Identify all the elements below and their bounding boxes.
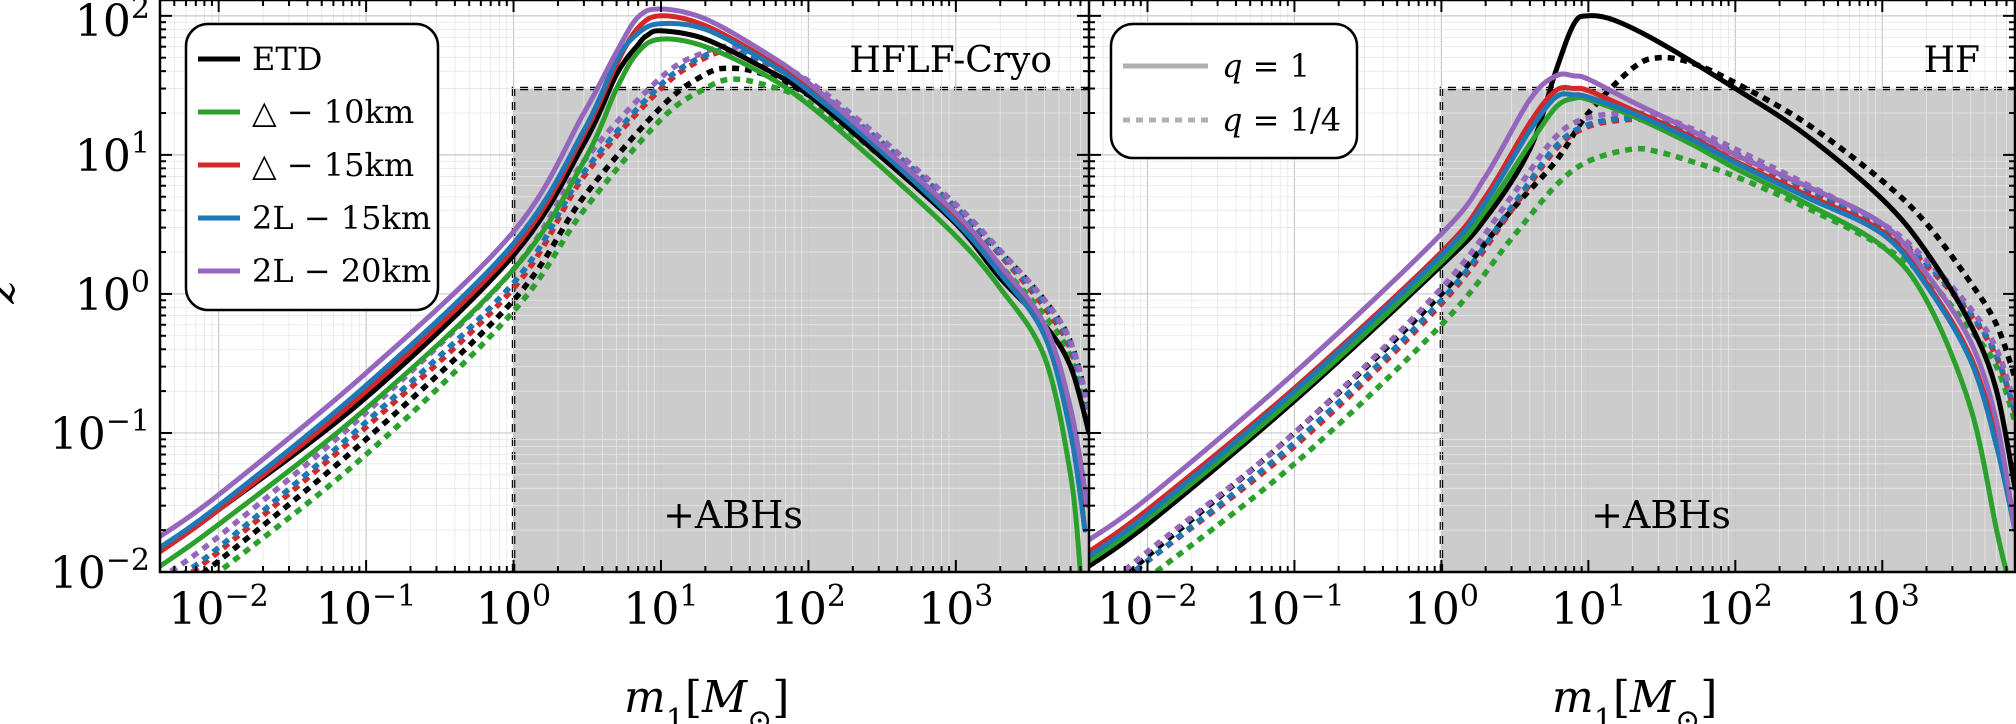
panel-hf: 10−2 10−1 100 101 102 103 HF +ABHs q = 1q = 1… — [1088, 0, 2016, 635]
legend-label: q = 1 — [1222, 47, 1310, 85]
y-axis-label: z — [0, 280, 25, 305]
legend-entry: q = 1 — [1123, 47, 1310, 85]
series-line — [160, 36, 1083, 572]
legend: ETD △ − 10km △ − 15km 2L − 15km 2L − 20km — [184, 22, 440, 312]
x-tick-label: 100 — [1404, 579, 1479, 635]
x-tick-label: 103 — [1845, 579, 1920, 635]
legend-label: △ − 10km — [252, 93, 414, 131]
y-tick-label: 100 — [75, 265, 150, 321]
x-tick-label: 103 — [918, 579, 993, 635]
legend-label: ETD — [252, 40, 322, 78]
panel-title: HFLF-Cryo — [849, 40, 1052, 81]
x-tick-label: 10−2 — [1097, 579, 1197, 635]
region-label: +ABHs — [1591, 493, 1731, 537]
legend-entry: 2L − 15km — [198, 199, 431, 237]
legend: q = 1 q = 1/4 — [1109, 22, 1359, 160]
legend-box — [184, 22, 440, 312]
x-tick-label: 101 — [1551, 579, 1626, 635]
series-line — [1151, 145, 2015, 572]
series-line — [1089, 71, 2015, 543]
legend-label: △ − 15km — [252, 146, 414, 184]
panel-title: HF — [1924, 40, 1980, 81]
legend-label: q = 1/4 — [1222, 101, 1341, 139]
x-tick-label: 100 — [476, 579, 551, 635]
frame — [158, 0, 2016, 574]
series-line — [160, 28, 1089, 555]
panel-hflf-cryo: 10−2 10−1 100 101 102 103 10−2 10−1 100 101 102 H… — [50, 0, 1090, 635]
legend-label: 2L − 15km — [252, 199, 431, 237]
series-group — [160, 6, 1089, 572]
x-tick-label: 101 — [623, 579, 698, 635]
svg-text:m1[M⊙]: m1[M⊙] — [1552, 672, 1717, 724]
y-tick-labels: 10−2 10−1 100 101 102 — [50, 0, 150, 599]
legend-box — [1109, 22, 1359, 160]
legend-entry: ETD — [198, 40, 322, 78]
series-line — [1089, 91, 2015, 559]
x-tick-label: 10−1 — [1244, 579, 1344, 635]
x-tick-label: 10−1 — [316, 579, 416, 635]
y-tick-label: 101 — [75, 126, 150, 182]
x-tick-label: 102 — [1698, 579, 1773, 635]
legend-entry: q = 1/4 — [1123, 101, 1341, 139]
legend-entry: △ − 15km — [198, 146, 414, 184]
series-line — [160, 20, 1088, 550]
legend-label: 2L − 20km — [252, 252, 431, 290]
series-line — [160, 6, 1089, 539]
series-line — [164, 43, 1089, 572]
x-axis-label-right: m1[M⊙] — [1552, 672, 1717, 724]
y-tick-label: 102 — [75, 0, 150, 47]
series-group — [1089, 13, 2015, 572]
x-tick-label: 102 — [771, 579, 846, 635]
x-axis-label-left: m1[M⊙] — [624, 672, 789, 724]
y-tick-label: 10−2 — [50, 543, 150, 599]
legend-entry: △ − 10km — [198, 93, 414, 131]
svg-text:m1[M⊙]: m1[M⊙] — [624, 672, 789, 724]
x-tick-label: 10−2 — [169, 579, 269, 635]
x-tick-labels: 10−2 10−1 100 101 102 103 — [1097, 579, 1919, 635]
y-tick-label: 10−1 — [50, 404, 150, 460]
legend-entry: 2L − 20km — [198, 252, 431, 290]
x-tick-labels: 10−2 10−1 100 101 102 103 — [169, 579, 994, 635]
region-label: +ABHs — [663, 493, 803, 537]
